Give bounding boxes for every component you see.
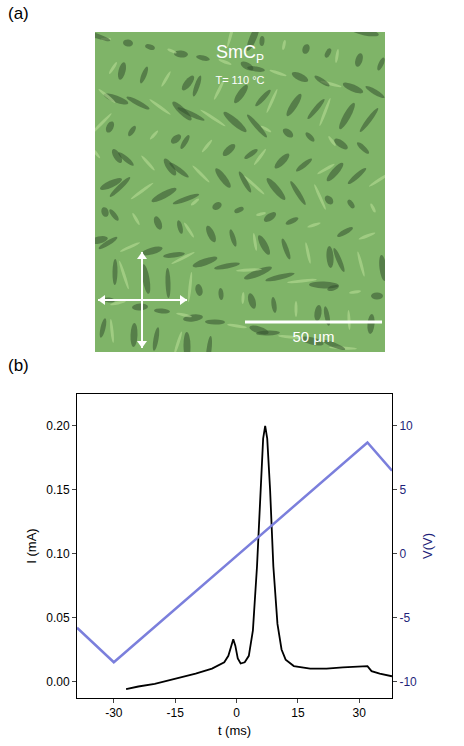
svg-text:-30: -30: [105, 706, 123, 720]
svg-text:0.20: 0.20: [46, 419, 70, 433]
svg-text:-10: -10: [399, 675, 417, 689]
svg-text:0: 0: [233, 706, 240, 720]
svg-text:V(V): V(V): [420, 533, 435, 559]
html-text:T= 110 °C: T= 110 °C: [215, 74, 265, 86]
html-text:SmCP: SmCP: [216, 42, 264, 66]
svg-text:0.10: 0.10: [46, 547, 70, 561]
svg-text:10: 10: [399, 419, 413, 433]
svg-text:t (ms): t (ms): [218, 723, 251, 738]
svg-text:0.05: 0.05: [46, 611, 70, 625]
svg-text:30: 30: [353, 706, 367, 720]
svg-text:-15: -15: [167, 706, 185, 720]
html-text:(a): (a): [8, 4, 29, 23]
svg-text:0: 0: [399, 547, 406, 561]
svg-text:I (mA): I (mA): [24, 528, 39, 563]
svg-text:5: 5: [399, 483, 406, 497]
svg-text:0.00: 0.00: [46, 675, 70, 689]
svg-text:0.15: 0.15: [46, 483, 70, 497]
html-text:(b): (b): [8, 356, 29, 375]
svg-text:15: 15: [291, 706, 305, 720]
svg-text:-5: -5: [399, 611, 410, 625]
html-text:50 μm: 50 μm: [292, 328, 335, 345]
